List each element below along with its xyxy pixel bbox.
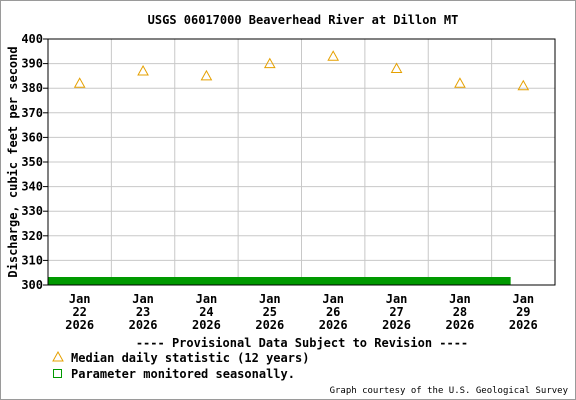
legend: Median daily statistic (12 years) Paramet… [52, 350, 309, 381]
y-tick-label: 380 [21, 81, 43, 95]
median-point [517, 79, 530, 91]
legend-label-seasonal: Parameter monitored seasonally. [71, 367, 295, 381]
y-tick-label: 350 [21, 155, 43, 169]
y-tick-label: 360 [21, 130, 43, 144]
median-point [137, 64, 149, 76]
x-tick-label: Jan 24 2026 [192, 292, 221, 332]
median-point [390, 62, 403, 74]
x-tick-label: Jan 22 2026 [65, 292, 94, 332]
y-tick-label: 300 [21, 278, 43, 292]
x-tick-label: Jan 23 2026 [129, 292, 158, 332]
y-axis-label: Discharge, cubic feet per second [6, 46, 20, 277]
provisional-notice: ---- Provisional Data Subject to Revisio… [136, 336, 468, 350]
plot-area [47, 38, 556, 286]
series-median-points [73, 50, 530, 91]
seasonal-bar [48, 277, 511, 285]
x-axis-ticks: Jan 22 2026 Jan 23 2026 Jan 24 2026 Jan 25 2026 Jan 2… [65, 292, 538, 332]
y-tick-label: 320 [21, 229, 43, 243]
median-point [327, 50, 340, 61]
legend-label-median: Median daily statistic (12 years) [71, 351, 309, 365]
seasonal-bar-layer [48, 277, 511, 285]
median-point [73, 77, 86, 88]
credit-text: Graph courtesy of the U.S. Geological Su… [330, 386, 569, 396]
y-tick-label: 310 [21, 253, 43, 267]
legend-triangle-icon [52, 350, 64, 362]
y-tick-label: 330 [21, 204, 43, 218]
chart-title: USGS 06017000 Beaverhead River at Dillon… [148, 13, 459, 27]
y-tick-label: 390 [21, 57, 43, 71]
y-axis-ticks: 300 310 320 330 340 350 360 370 380 390 400 [21, 32, 48, 292]
y-tick-label: 370 [21, 106, 43, 120]
y-tick-label: 340 [21, 180, 43, 194]
x-tick-label: Jan 28 2026 [445, 292, 474, 332]
y-tick-label: 400 [21, 32, 43, 46]
x-tick-label: Jan 25 2026 [255, 292, 284, 332]
grid-lines [48, 39, 555, 285]
x-tick-label: Jan 27 2026 [382, 292, 411, 332]
median-point [200, 69, 213, 81]
median-point [454, 77, 466, 88]
legend-square-icon [53, 369, 62, 378]
x-tick-label: Jan 29 2026 [509, 292, 538, 332]
x-tick-label: Jan 26 2026 [319, 292, 348, 332]
median-point [263, 57, 276, 69]
